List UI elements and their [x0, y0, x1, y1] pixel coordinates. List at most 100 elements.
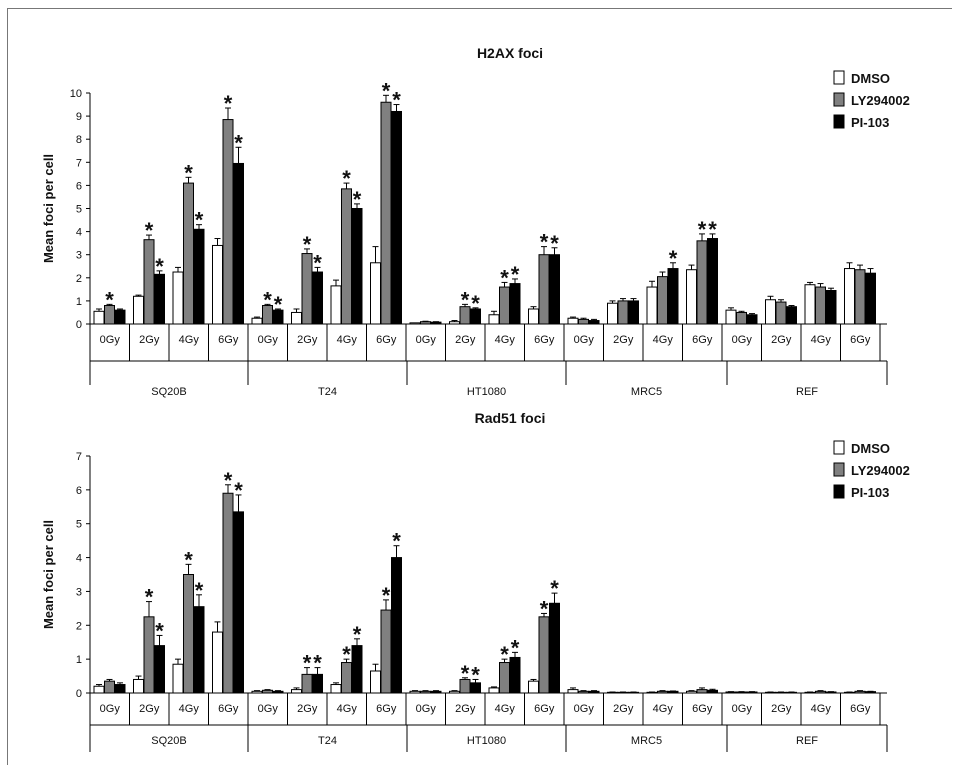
y-axis-label: Mean foci per cell [41, 520, 56, 629]
significance-star: * [511, 635, 520, 660]
y-tick-label: 8 [76, 134, 82, 146]
bar-pi-103 [786, 306, 797, 325]
bar-ly294002 [657, 690, 668, 694]
bar-ly294002 [657, 276, 668, 325]
significance-star: * [303, 232, 312, 257]
rad51-chart: Rad51 foci Mean foci per cell 0 1 2 3 4 5 6 7 0Gy 2… [41, 410, 910, 752]
significance-star: * [313, 250, 322, 275]
bar-dmso [251, 690, 263, 694]
bar-pi-103 [430, 321, 442, 325]
x-tick-label: 6Gy [692, 703, 713, 715]
significance-star: * [461, 661, 470, 686]
group-label: HT1080 [467, 386, 506, 398]
bar-pi-103 [272, 690, 284, 694]
significance-star: * [145, 585, 154, 610]
y-tick-label: 0 [76, 688, 82, 700]
x-tick-label: 4Gy [653, 334, 674, 346]
significance-star: * [382, 78, 391, 103]
x-tick-label: 0Gy [416, 334, 437, 346]
bar-ly294002 [696, 689, 708, 694]
significance-star: * [313, 651, 322, 676]
x-tick-label: 6Gy [534, 334, 555, 346]
bar-ly294002 [301, 253, 313, 325]
bar-pi-103 [312, 673, 323, 694]
y-tick-label: 4 [76, 227, 82, 239]
x-tick-label: 4Gy [179, 703, 200, 715]
x-tick-label: 0Gy [574, 334, 595, 346]
significance-star: * [195, 578, 204, 603]
bar-dmso [133, 295, 144, 325]
x-tick-label: 0Gy [574, 703, 595, 715]
bar-dmso [93, 310, 105, 325]
x-tick-label: 0Gy [416, 703, 437, 715]
x-tick-label: 4Gy [495, 703, 516, 715]
bar-dmso [528, 308, 539, 325]
legend-label-pi-103: PI-103 [851, 115, 889, 130]
bar-dmso [567, 689, 579, 694]
significance-star: * [550, 576, 559, 601]
x-tick-label: 6Gy [376, 334, 397, 346]
y-axis-label: Mean foci per cell [41, 154, 56, 263]
group-label: MRC5 [631, 735, 662, 747]
bar-dmso [291, 689, 302, 694]
bar-ly294002 [420, 321, 431, 325]
x-tick-label: 4Gy [653, 703, 674, 715]
x-tick-label: 6Gy [692, 334, 713, 346]
y-tick-label: 7 [76, 157, 82, 169]
x-tick-label: 2Gy [139, 703, 160, 715]
significance-star: * [353, 187, 362, 212]
significance-star: * [708, 217, 717, 242]
bar-dmso [330, 684, 342, 694]
y-tick-label: 3 [76, 586, 82, 598]
x-tick-label: 2Gy [613, 334, 634, 346]
x-tick-label: 2Gy [613, 703, 634, 715]
bar-pi-103 [549, 254, 560, 325]
x-tick-label: 0Gy [100, 334, 121, 346]
bar-dmso [488, 687, 500, 694]
bar-pi-103 [628, 300, 639, 325]
significance-star: * [195, 208, 204, 233]
x-tick-label: 4Gy [179, 334, 200, 346]
bar-dmso [133, 678, 144, 694]
y-tick-label: 10 [70, 88, 82, 100]
bar-ly294002 [222, 119, 234, 325]
bar-pi-103 [351, 208, 363, 325]
legend-swatch-dmso [833, 440, 845, 455]
bar-ly294002 [380, 609, 392, 694]
bar-pi-103 [114, 684, 126, 694]
bar-dmso [172, 663, 184, 694]
significance-star: * [105, 287, 114, 312]
bar-pi-103 [667, 690, 679, 694]
bar-ly294002 [617, 300, 629, 325]
bar-pi-103 [114, 309, 126, 325]
significance-star: * [184, 160, 193, 185]
x-tick-label: 6Gy [850, 334, 871, 346]
legend-label-ly294002: LY294002 [851, 93, 910, 108]
bar-pi-103 [667, 268, 679, 325]
y-tick-label: 4 [76, 553, 82, 565]
bar-dmso [488, 314, 500, 325]
y-tick-label: 3 [76, 250, 82, 262]
y-tick-label: 6 [76, 485, 82, 497]
h2ax-chart: H2AX foci Mean foci per cell 0 1 2 3 4 5 6 7 8 9 10 0… [41, 45, 910, 398]
bar-ly294002 [538, 616, 550, 694]
legend-label-dmso: DMSO [851, 441, 890, 456]
significance-star: * [500, 265, 509, 290]
legend-swatch-pi-103 [833, 114, 845, 129]
significance-star: * [540, 596, 549, 621]
bar-ly294002 [815, 690, 826, 694]
significance-star: * [669, 246, 678, 271]
bar-pi-103 [509, 656, 521, 694]
bar-ly294002 [222, 492, 234, 694]
bar-ly294002 [775, 301, 787, 325]
bar-ly294002 [499, 286, 510, 325]
bar-dmso [330, 285, 342, 325]
chart-title: Rad51 foci [475, 410, 546, 426]
bar-pi-103 [707, 689, 718, 694]
x-tick-label: 2Gy [455, 703, 476, 715]
significance-star: * [500, 642, 509, 667]
bar-ly294002 [380, 101, 392, 325]
bar-dmso [804, 284, 816, 325]
bar-ly294002 [578, 690, 589, 694]
significance-star: * [184, 547, 193, 572]
